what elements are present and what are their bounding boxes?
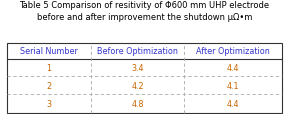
Text: 4.8: 4.8 [131,99,144,108]
Text: Before Optimization: Before Optimization [97,47,178,56]
Text: 1: 1 [47,63,52,73]
Text: 4.1: 4.1 [227,81,239,90]
Text: 3: 3 [47,99,52,108]
Text: Serial Number: Serial Number [20,47,78,56]
Text: 4.4: 4.4 [227,63,239,73]
Text: 3.4: 3.4 [131,63,144,73]
Text: Table 5 Comparison of resitivity of Φ600 mm UHP electrode
before and after impro: Table 5 Comparison of resitivity of Φ600… [19,1,270,21]
Text: 2: 2 [47,81,52,90]
Text: After Optimization: After Optimization [196,47,270,56]
Text: 4.4: 4.4 [227,99,239,108]
Text: 4.2: 4.2 [131,81,144,90]
